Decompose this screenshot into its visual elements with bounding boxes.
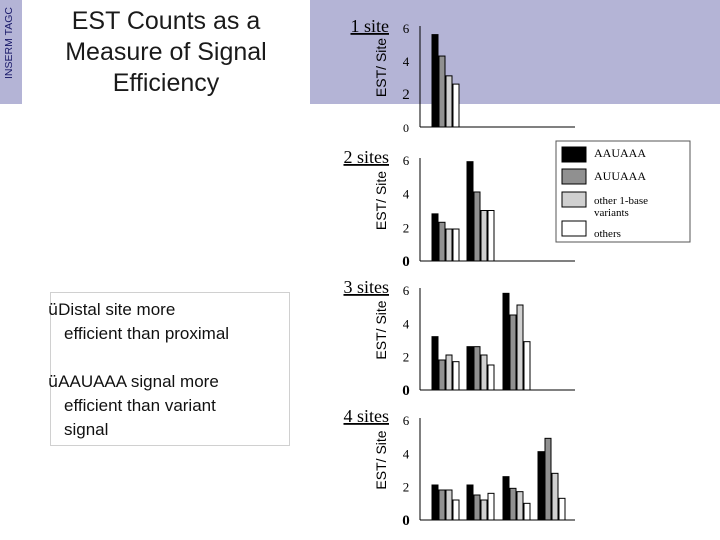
legend-label: others — [594, 228, 621, 240]
bar — [445, 354, 453, 391]
bar — [438, 489, 446, 521]
legend-label: variants — [594, 207, 629, 219]
bar — [502, 292, 510, 391]
bar — [523, 502, 531, 521]
bar — [452, 83, 460, 128]
bar — [431, 484, 439, 521]
bar — [537, 451, 545, 521]
bullet-line: Distal site more — [58, 300, 176, 319]
bar — [466, 161, 474, 262]
title-line: Efficiency — [112, 69, 220, 97]
tick-label: 0 — [403, 121, 409, 135]
tick-label: 4 — [403, 54, 410, 69]
bar — [509, 314, 517, 391]
tick-label: 2 — [403, 480, 410, 495]
legend-label: other 1-base — [594, 195, 648, 207]
bar — [466, 346, 474, 391]
tick-label: 0 — [402, 383, 410, 399]
bar — [487, 492, 495, 521]
bar — [438, 359, 446, 391]
bar — [431, 336, 439, 391]
tick-label: 2 — [402, 87, 410, 103]
bar — [558, 497, 566, 521]
bar — [516, 491, 524, 521]
bullet-aauaaa: üAAUAAA signal more efficient than varia… — [48, 370, 288, 442]
bar — [502, 476, 510, 521]
bar — [445, 228, 453, 262]
tick-label: 4 — [403, 316, 410, 331]
legend-swatch — [561, 220, 587, 237]
tick-label: 6 — [403, 413, 410, 428]
title-line: EST Counts as a — [71, 7, 261, 35]
bar — [473, 191, 481, 262]
panel-title: 3 sites — [343, 277, 389, 297]
panel-title: 1 site — [351, 16, 390, 36]
bullet-line: AAUAAA signal more — [58, 372, 219, 391]
bar — [487, 210, 495, 262]
bullet-distal: üDistal site more efficient than proxima… — [48, 298, 288, 346]
bar — [523, 341, 531, 391]
bullet-line: signal — [64, 420, 109, 439]
panel-title: 4 sites — [343, 406, 389, 426]
tick-label: 2 — [403, 350, 410, 365]
legend-swatch — [561, 168, 587, 185]
legend-label: AUUAAA — [594, 169, 646, 183]
y-axis-label: EST/ Site — [373, 171, 389, 230]
tick-label: 6 — [403, 153, 410, 168]
title-line: Measure of Signal — [65, 38, 267, 66]
bar — [473, 346, 481, 391]
y-axis-label: EST/ Site — [373, 430, 389, 489]
bar — [516, 304, 524, 391]
bar — [438, 55, 446, 128]
bar — [466, 484, 474, 521]
tick-label: 2 — [403, 220, 410, 235]
bar — [431, 213, 439, 262]
slide-title: EST Counts as a Measure of Signal Effici… — [22, 6, 310, 99]
check-icon: ü — [48, 372, 59, 391]
bar — [480, 210, 488, 262]
check-icon: ü — [48, 300, 59, 319]
bar — [431, 34, 439, 128]
bullet-box — [50, 292, 290, 446]
tick-label: 6 — [403, 283, 410, 298]
bar — [452, 361, 460, 391]
bar — [544, 437, 552, 521]
bullet-line: efficient than variant — [64, 396, 216, 415]
legend-swatch — [561, 146, 587, 163]
bar — [551, 472, 559, 521]
bar — [480, 499, 488, 521]
bar — [473, 494, 481, 521]
bar — [480, 354, 488, 391]
tick-label: 6 — [403, 21, 410, 36]
tick-label: 4 — [403, 446, 410, 461]
y-axis-label: EST/ Site — [373, 38, 389, 97]
panel-title: 2 sites — [343, 147, 389, 167]
bar — [509, 487, 517, 521]
bar — [487, 364, 495, 391]
bar — [445, 75, 453, 128]
title-box — [22, 0, 310, 104]
bar — [438, 221, 446, 262]
y-axis-label: EST/ Site — [373, 300, 389, 359]
tick-label: 4 — [403, 187, 410, 202]
bullet-line: efficient than proximal — [64, 324, 230, 343]
bar — [452, 228, 460, 262]
bar — [452, 499, 460, 521]
tick-label: 0 — [402, 254, 410, 270]
side-band — [0, 0, 20, 104]
tick-label: 0 — [402, 513, 410, 529]
legend-label: AAUAAA — [594, 146, 646, 160]
bar — [445, 489, 453, 521]
legend-swatch — [561, 191, 587, 208]
